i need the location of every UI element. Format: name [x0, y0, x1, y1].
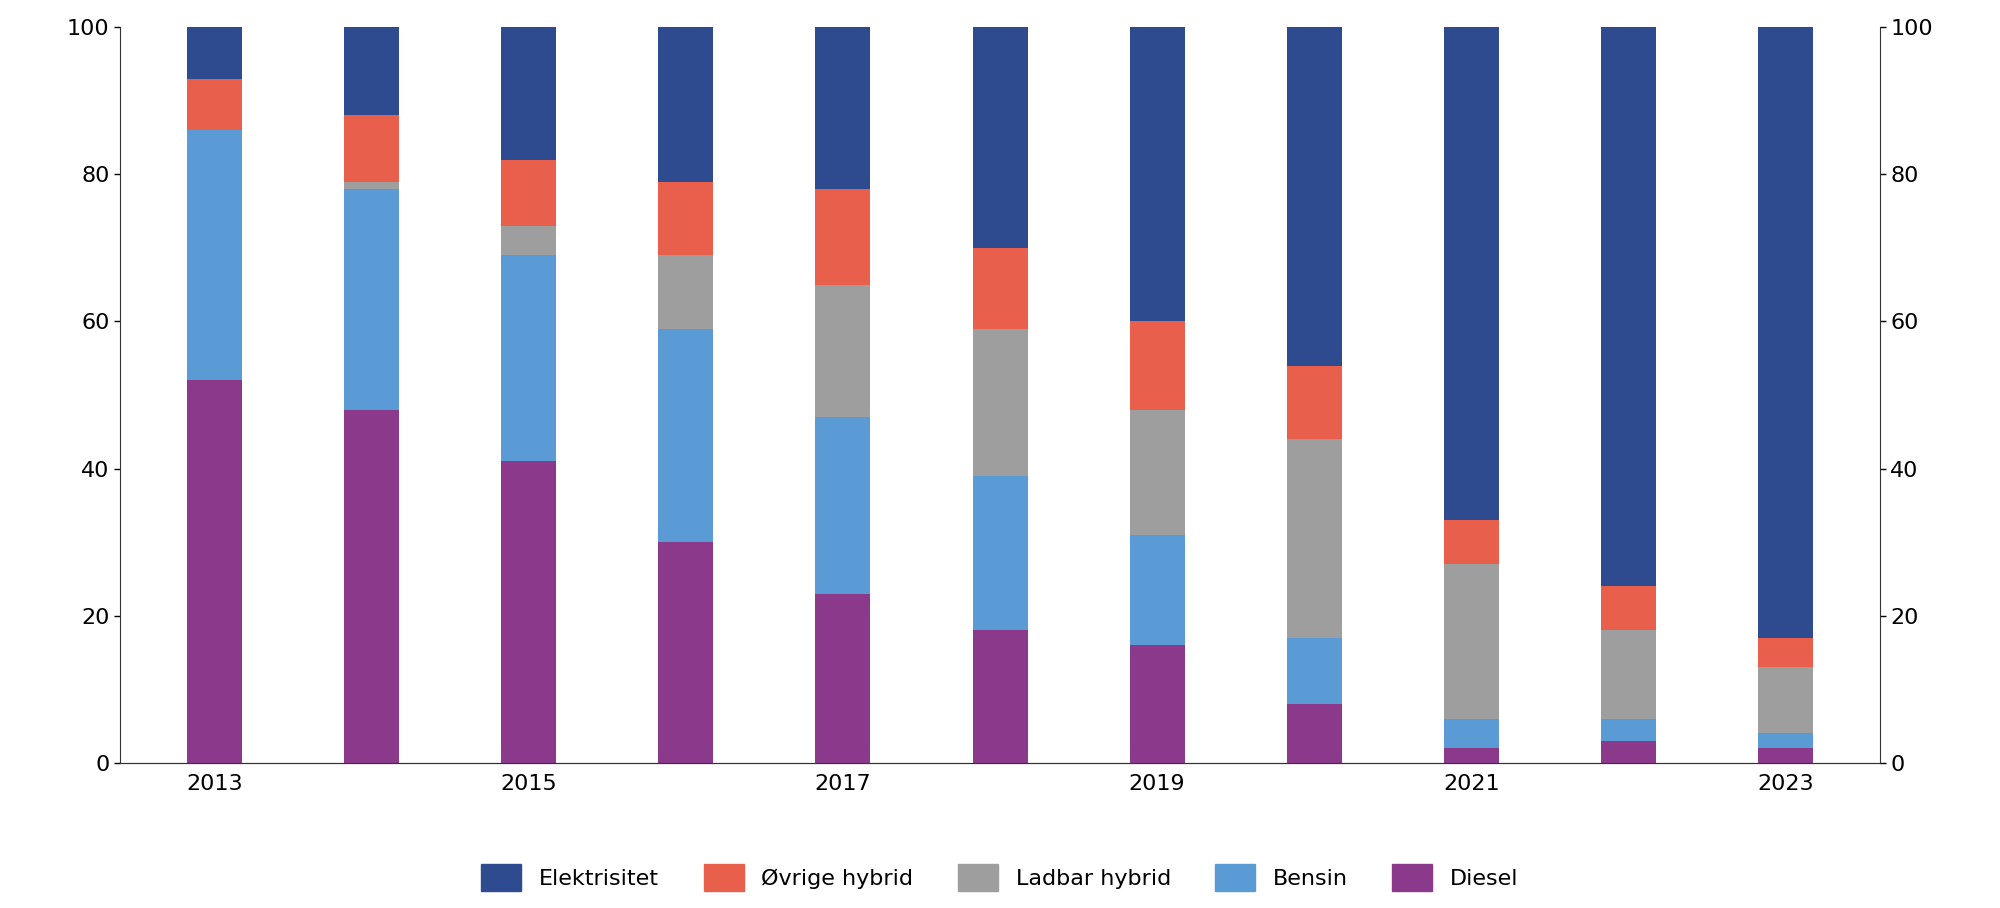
- Bar: [972, 630, 1028, 763]
- Bar: [1286, 366, 1342, 439]
- Bar: [972, 248, 1028, 329]
- Bar: [658, 255, 714, 329]
- Bar: [344, 115, 398, 182]
- Bar: [1602, 27, 1656, 587]
- Bar: [502, 255, 556, 461]
- Bar: [344, 189, 398, 410]
- Bar: [502, 160, 556, 226]
- Bar: [1444, 520, 1498, 564]
- Bar: [1444, 718, 1498, 748]
- Bar: [344, 182, 398, 189]
- Bar: [186, 79, 242, 130]
- Bar: [1602, 630, 1656, 718]
- Bar: [658, 27, 714, 182]
- Bar: [502, 27, 556, 160]
- Bar: [1286, 439, 1342, 637]
- Bar: [816, 189, 870, 284]
- Bar: [816, 27, 870, 189]
- Bar: [972, 476, 1028, 630]
- Bar: [1444, 27, 1498, 520]
- Bar: [816, 594, 870, 763]
- Bar: [658, 329, 714, 542]
- Bar: [186, 27, 242, 79]
- Bar: [186, 380, 242, 763]
- Bar: [972, 329, 1028, 476]
- Bar: [658, 182, 714, 255]
- Legend: Elektrisitet, Øvrige hybrid, Ladbar hybrid, Bensin, Diesel: Elektrisitet, Øvrige hybrid, Ladbar hybr…: [472, 854, 1528, 900]
- Bar: [1130, 27, 1184, 321]
- Bar: [344, 410, 398, 763]
- Bar: [1758, 27, 1814, 637]
- Bar: [1286, 27, 1342, 366]
- Bar: [816, 417, 870, 594]
- Bar: [1602, 587, 1656, 630]
- Bar: [344, 27, 398, 115]
- Bar: [502, 226, 556, 255]
- Bar: [186, 130, 242, 380]
- Bar: [1130, 645, 1184, 763]
- Bar: [816, 285, 870, 417]
- Bar: [1130, 321, 1184, 410]
- Bar: [1758, 637, 1814, 667]
- Bar: [1602, 718, 1656, 741]
- Bar: [1444, 564, 1498, 718]
- Bar: [1602, 741, 1656, 763]
- Bar: [1758, 734, 1814, 748]
- Bar: [658, 542, 714, 763]
- Bar: [1444, 748, 1498, 763]
- Bar: [1758, 748, 1814, 763]
- Bar: [502, 461, 556, 763]
- Bar: [1130, 410, 1184, 535]
- Bar: [972, 27, 1028, 248]
- Bar: [1758, 667, 1814, 734]
- Bar: [1130, 535, 1184, 645]
- Bar: [1286, 704, 1342, 763]
- Bar: [1286, 637, 1342, 704]
